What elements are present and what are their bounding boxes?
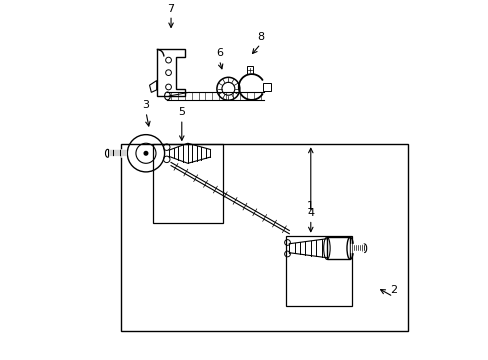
Bar bbox=[121, 144, 407, 330]
Circle shape bbox=[144, 152, 147, 155]
Bar bbox=[326, 237, 349, 259]
Text: 5: 5 bbox=[178, 107, 185, 117]
Text: 1: 1 bbox=[306, 201, 314, 211]
Text: 7: 7 bbox=[167, 4, 174, 14]
Text: 8: 8 bbox=[257, 32, 264, 42]
Bar bbox=[262, 84, 270, 91]
Text: 3: 3 bbox=[142, 100, 149, 110]
Text: 2: 2 bbox=[389, 285, 396, 295]
Text: 6: 6 bbox=[216, 48, 223, 58]
Bar bbox=[246, 66, 252, 74]
Bar bbox=[285, 236, 351, 306]
Text: 4: 4 bbox=[306, 208, 314, 218]
Bar bbox=[153, 144, 223, 223]
